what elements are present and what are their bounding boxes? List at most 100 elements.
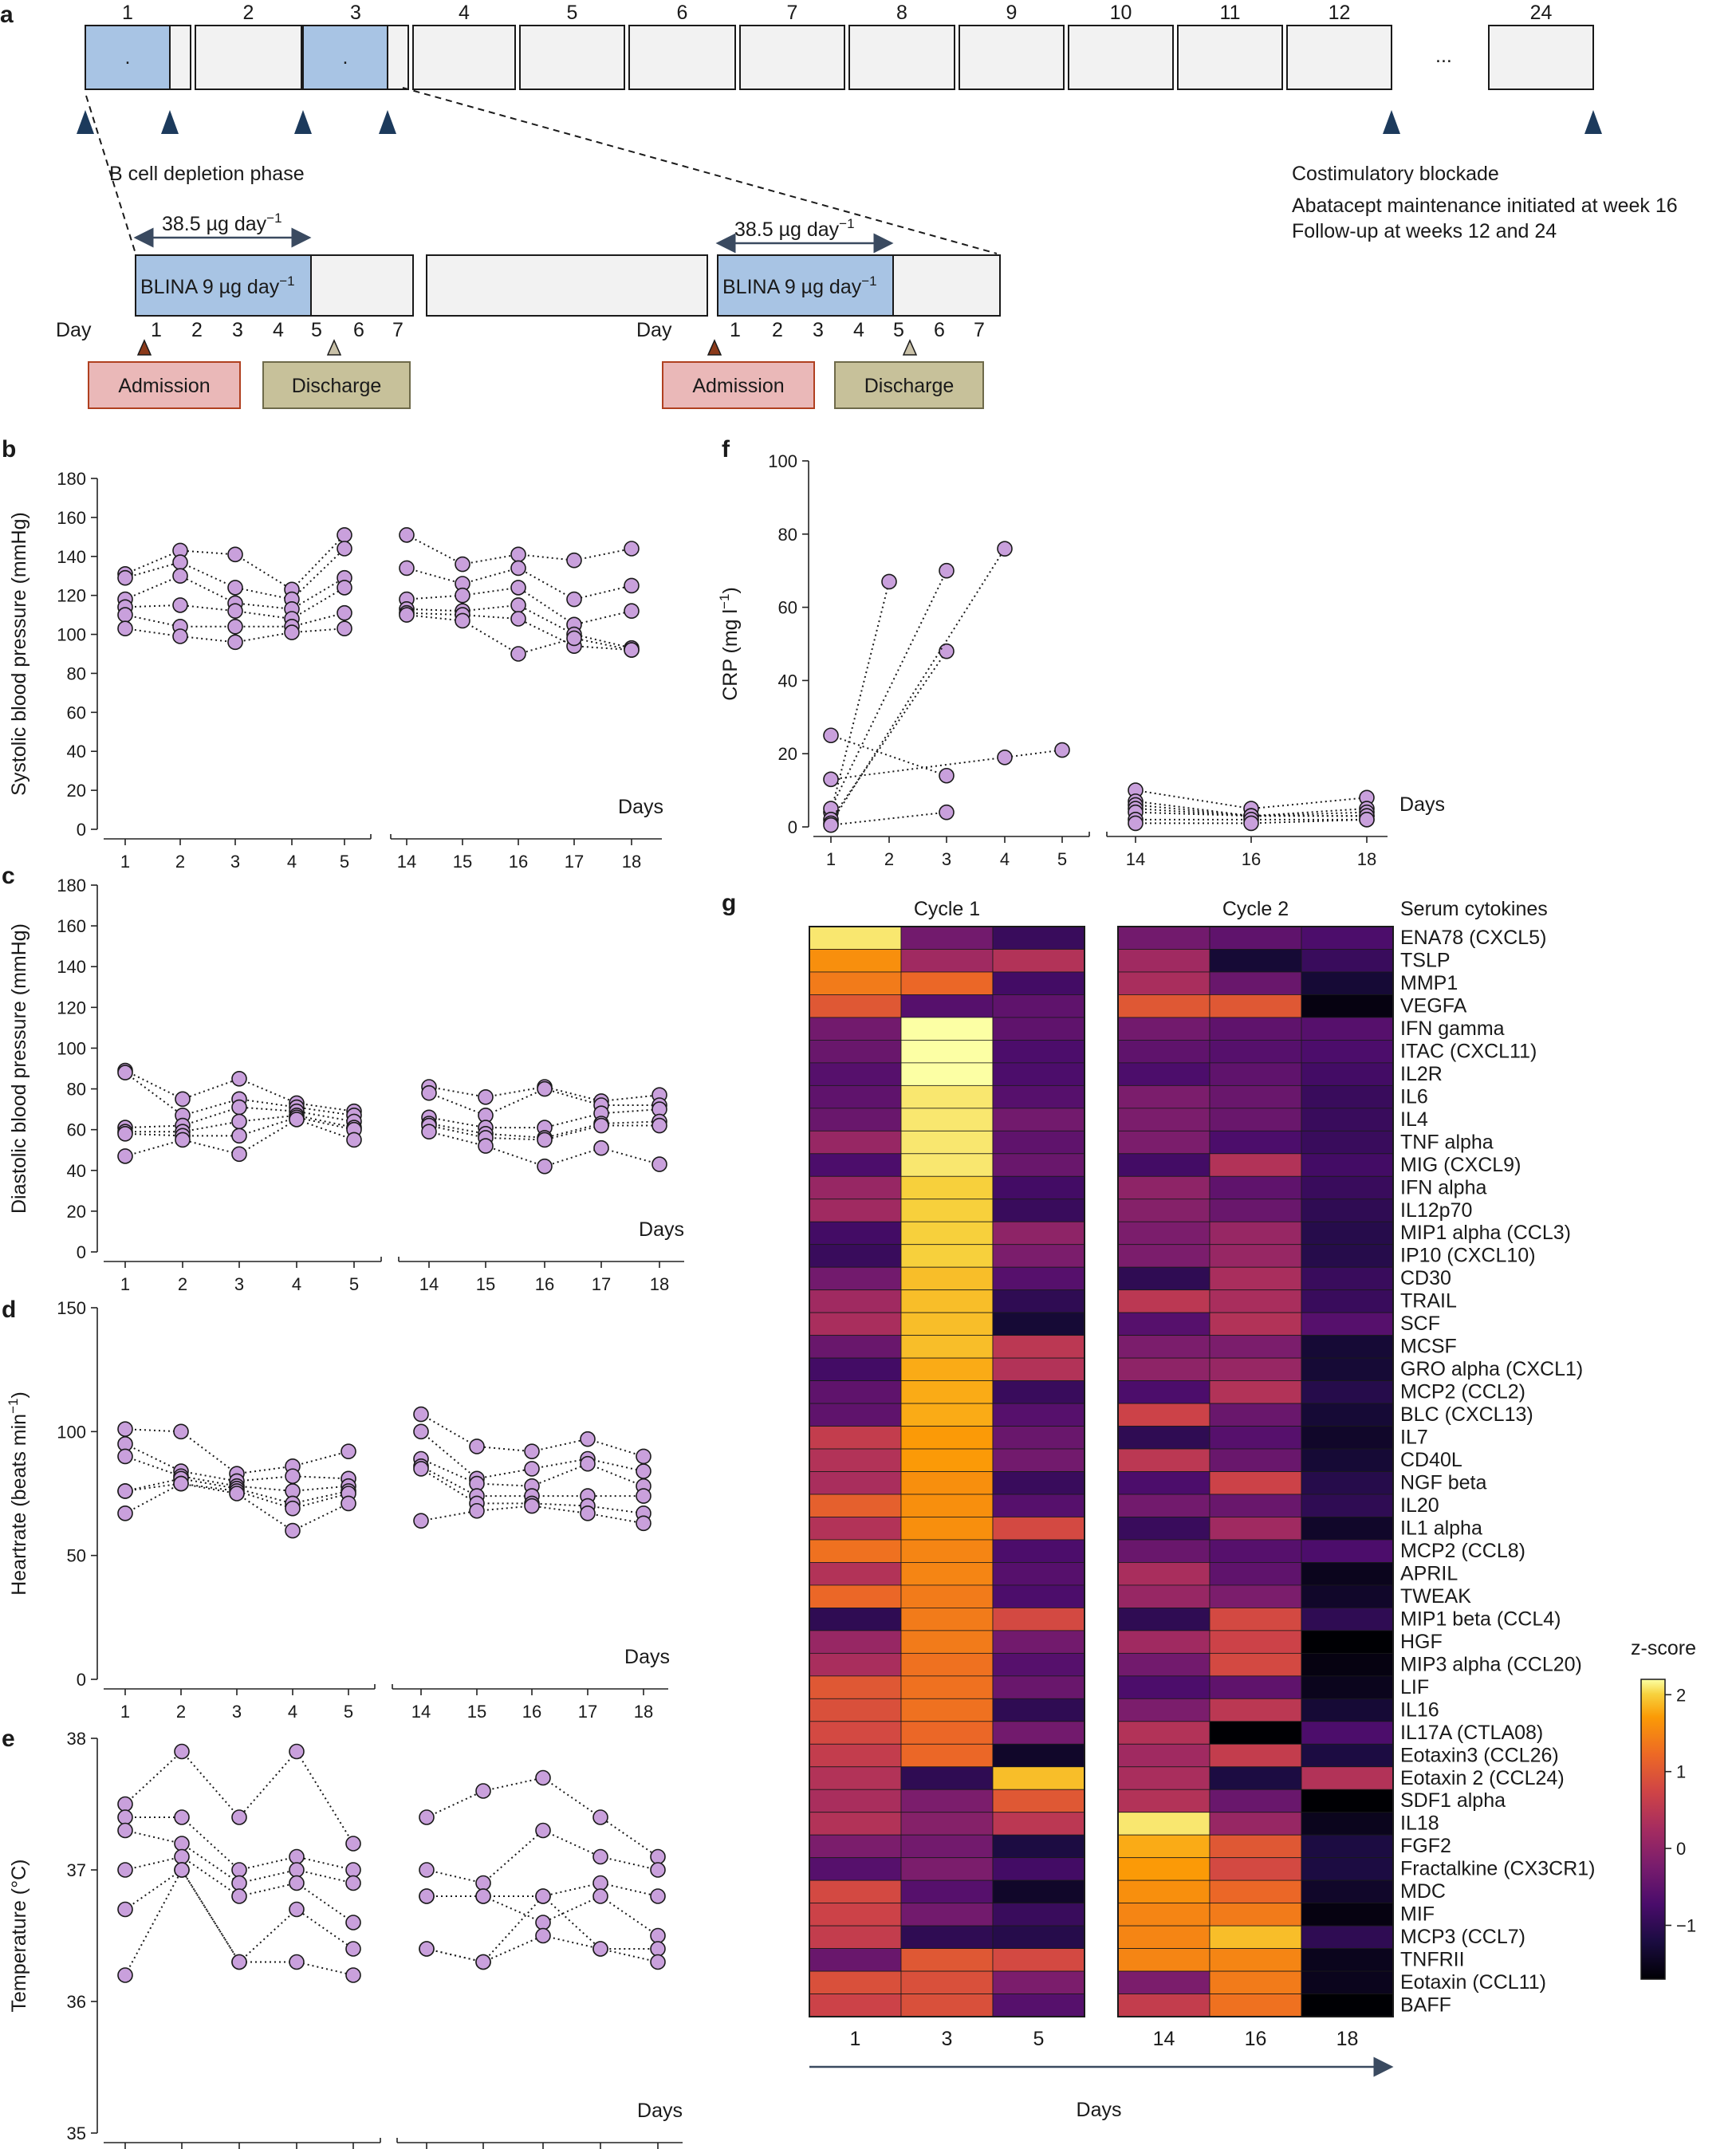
heatmap-cell-baff-day5 [992, 1994, 1085, 2017]
row-label-il20: IL20 [1400, 1494, 1439, 1517]
heatmap-cell-il17a-ctla08--day16 [1209, 1721, 1302, 1745]
heatmap-cell-il2r-day16 [1209, 1062, 1302, 1086]
colorbar-tick-label-1: 1 [1676, 1762, 1686, 1782]
heatmap-cell-il12p70-day5 [992, 1198, 1085, 1222]
heatmap-cell-cd30-day18 [1301, 1266, 1394, 1291]
b-ytick-label-0: 0 [77, 820, 86, 840]
heatmap-cell-mcp2-ccl8--day18 [1301, 1539, 1394, 1563]
row-label-gro-alpha-cxcl1-: GRO alpha (CXCL1) [1400, 1358, 1583, 1380]
e-point-s6-15 [475, 1954, 491, 1970]
week-number-4: 4 [459, 2, 470, 24]
e-point-s5-1 [117, 1901, 133, 1918]
heatmap-cell-il18-day1 [809, 1812, 902, 1836]
b-point-s4-2 [172, 597, 188, 613]
d-xtick-label-4: 4 [288, 1702, 297, 1722]
b-point-s6-15 [455, 612, 470, 629]
week-3-mark: . [343, 46, 348, 69]
heatmap-cell-mip1-alpha-ccl3--day3 [900, 1221, 994, 1246]
heatmap-cell-tnf-alpha-day5 [992, 1130, 1085, 1155]
f-xtick-label-14: 14 [1126, 849, 1145, 869]
week-box-24 [1488, 25, 1594, 90]
heatmap-cell-ip10-cxcl10--day16 [1209, 1244, 1302, 1268]
heatmap-cell-mig-cxcl9--day1 [809, 1153, 902, 1177]
c-x-axis-title: Days [639, 1218, 684, 1241]
e-series-4-line-1 [124, 1856, 354, 1923]
f-xtick-label-2: 2 [884, 849, 894, 869]
row-label-ngf-beta: NGF beta [1400, 1472, 1486, 1494]
heatmap-cell-ip10-cxcl10--day14 [1117, 1244, 1210, 1268]
e-point-s2-1 [117, 1809, 133, 1825]
heatmap-cell-il17a-ctla08--day5 [992, 1721, 1085, 1745]
heatmap-cell-eotaxin-ccl11--day1 [809, 1970, 902, 1994]
c-xtick-label-17: 17 [592, 1274, 611, 1294]
day-word-2: Day [636, 319, 672, 341]
heatmap-cell-trail-day14 [1117, 1289, 1210, 1313]
dose-label-2: 38.5 µg day−1 [734, 216, 855, 241]
heatmap-cell-eotaxin-2-ccl24--day1 [809, 1766, 902, 1790]
f-point-s7-18 [1359, 812, 1375, 828]
row-label-ena78-cxcl5-: ENA78 (CXCL5) [1400, 927, 1546, 949]
heatmap-cell-april-day1 [809, 1562, 902, 1586]
b-point-s5-1 [117, 607, 133, 623]
panel-a-schedule: a 1 2 3 4 5 6 7 8 9 10 11 12 24 ... .. B cell deplet… [0, 2, 1678, 409]
heatmap-cell-fractalkine-cx3cr1--day3 [900, 1857, 994, 1881]
heatmap-cell-ifn-alpha-day16 [1209, 1175, 1302, 1200]
heatmap-cell-mip1-beta-ccl4--day16 [1209, 1608, 1302, 1631]
heatmap-cell-il16-day16 [1209, 1698, 1302, 1722]
heatmap-cell-mcp2-ccl8--day14 [1117, 1539, 1210, 1563]
row-label-il6: IL6 [1400, 1085, 1428, 1108]
heatmap-cell-cd30-day16 [1209, 1266, 1302, 1291]
e-x-axis-title: Days [637, 2100, 683, 2122]
heatmap-cell-eotaxin-ccl11--day3 [900, 1970, 994, 1994]
d-point-s3-17 [580, 1455, 596, 1472]
e-point-s1-18 [650, 1848, 666, 1865]
heatmap-cell-mmp1-day3 [900, 971, 994, 995]
heatmap-cell-il7-day18 [1301, 1426, 1394, 1450]
heatmap-cell-il4-day5 [992, 1108, 1085, 1132]
b-point-s2-16 [510, 560, 526, 577]
heatmap-cell-il17a-ctla08--day14 [1117, 1721, 1210, 1745]
heatmap-cell-mig-cxcl9--day3 [900, 1153, 994, 1177]
e-point-s4-5 [345, 1915, 361, 1931]
b-ytick-label-60: 60 [67, 703, 86, 722]
c-point-s2-1 [117, 1065, 133, 1080]
f-y-axis-title-exp: −1 [717, 594, 732, 609]
heatmap-cell-gro-alpha-cxcl1--day18 [1301, 1357, 1394, 1381]
d-xtick-label-17: 17 [578, 1702, 597, 1722]
week-number-9: 9 [1006, 2, 1018, 24]
d-xtick-label-18: 18 [634, 1702, 653, 1722]
heatmap-cell-eotaxin-2-ccl24--day16 [1209, 1766, 1302, 1790]
row-label-eotaxin3-ccl26-: Eotaxin3 (CCL26) [1400, 1744, 1559, 1766]
heatmap-x-axis-title: Days [1077, 2099, 1122, 2121]
c-xtick-label-14: 14 [419, 1274, 439, 1294]
d-point-s4-18 [636, 1488, 651, 1504]
e-point-s3-3 [231, 1875, 247, 1891]
heatmap-cell-fgf2-day18 [1301, 1834, 1394, 1859]
heatmap-cell-mip1-alpha-ccl3--day18 [1301, 1221, 1394, 1246]
heatmap-cell-il6-day18 [1301, 1084, 1394, 1109]
e-point-s1-5 [345, 1836, 361, 1852]
e-point-s6-2 [174, 1862, 190, 1878]
heatmap-cell-ena78-cxcl5--day16 [1209, 926, 1302, 950]
heatmap-cell-scf-day1 [809, 1312, 902, 1336]
c-ytick-label-140: 140 [57, 957, 86, 977]
c-point-s6-2 [175, 1132, 191, 1148]
panel-e-label: e [2, 1726, 15, 1752]
d-xtick-label-3: 3 [232, 1702, 242, 1722]
b-x-axis-title: Days [618, 796, 663, 818]
heatmap-cell-il1-alpha-day5 [992, 1517, 1085, 1541]
b-ytick-label-80: 80 [67, 663, 86, 683]
b-ytick-label-40: 40 [67, 742, 86, 762]
heatmap-cell-lif-day14 [1117, 1675, 1210, 1699]
row-label-sdf1-alpha: SDF1 alpha [1400, 1789, 1506, 1812]
heatmap-cell-il4-day16 [1209, 1108, 1302, 1132]
heatmap-cell-tnf-alpha-day1 [809, 1130, 902, 1155]
c-series-4-line-2 [428, 1120, 660, 1139]
discharge-box-2 [834, 361, 984, 409]
b-point-s6-16 [510, 646, 526, 662]
b-point-s2-18 [624, 577, 640, 594]
e-point-s3-18 [650, 1888, 666, 1904]
heatmap-cell-il16-day1 [809, 1698, 902, 1722]
heatmap-cell-april-day5 [992, 1562, 1085, 1586]
zoom-line-right [402, 87, 998, 254]
